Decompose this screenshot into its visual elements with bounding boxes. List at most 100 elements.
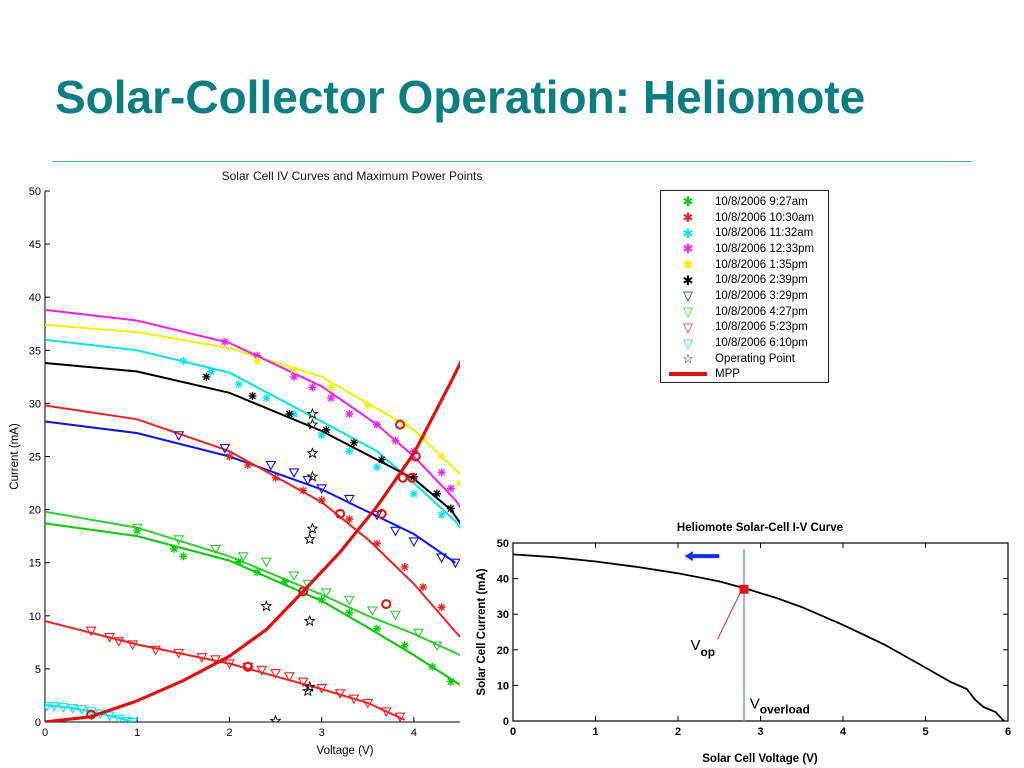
- x-tick-label: 4: [411, 727, 417, 739]
- data-point: [306, 522, 319, 534]
- data-point: [400, 562, 409, 571]
- data-point: [366, 606, 378, 617]
- legend-marker: ✱: [682, 194, 694, 210]
- data-point: [419, 583, 428, 592]
- legend-marker: ▽: [683, 304, 693, 320]
- data-point: [343, 494, 355, 505]
- y-tick-label: 40: [497, 574, 509, 586]
- x-tick-label: 3: [757, 726, 763, 738]
- data-point: [317, 595, 326, 604]
- x-tick-label: 1: [592, 726, 598, 738]
- data-point: [288, 468, 300, 479]
- data-point: [67, 704, 79, 714]
- data-point: [265, 460, 277, 471]
- data-point: [58, 703, 69, 713]
- data-point: [243, 460, 252, 469]
- data-point: [260, 557, 272, 568]
- vop-sub-text: op: [700, 645, 715, 659]
- y-tick-label: 25: [29, 452, 41, 464]
- data-point: [322, 425, 331, 434]
- x-tick-label: 2: [226, 727, 232, 739]
- y-tick-label: 20: [497, 645, 509, 657]
- y-tick-label: 0: [35, 717, 41, 729]
- legend-label: MPP: [715, 368, 740, 381]
- data-point: [127, 717, 139, 722]
- mpp-point: [397, 472, 408, 483]
- iv-curve-line: [512, 553, 1005, 722]
- legend-label: 10/8/2006 4:27pm: [715, 305, 808, 318]
- data-point: [219, 443, 231, 454]
- data-point: [446, 677, 455, 686]
- data-point: [373, 463, 381, 472]
- legend-entry: ✱ 10/8/2006 12:33pm: [661, 241, 828, 257]
- legend-entry: ▽ 10/8/2006 6:10pm: [661, 335, 828, 351]
- data-point: [196, 653, 208, 663]
- chart-title: Solar Cell IV Curves and Maximum Power P…: [222, 169, 483, 183]
- data-point: [290, 365, 298, 374]
- data-point: [371, 510, 383, 521]
- operating-point-marker: [739, 584, 749, 594]
- data-point: [269, 714, 282, 722]
- data-point: [150, 645, 162, 656]
- data-point: [345, 608, 354, 617]
- legend-label: 10/8/2006 11:32am: [715, 227, 814, 240]
- mpp-curve: [45, 360, 460, 722]
- legend-entry: ▽ 10/8/2006 4:27pm: [661, 304, 828, 320]
- legend-label: 10/8/2006 12:33pm: [715, 242, 815, 255]
- data-point: [437, 468, 446, 477]
- y-tick-label: 5: [35, 664, 41, 676]
- data-point: [290, 410, 298, 419]
- data-point: [436, 553, 447, 564]
- mpp-point: [86, 709, 97, 720]
- data-point: [253, 356, 262, 365]
- fit-curve: [45, 323, 460, 476]
- data-point: [104, 632, 115, 643]
- mpp-point: [407, 472, 418, 483]
- data-point: [391, 436, 400, 445]
- fit-curve: [45, 420, 456, 564]
- vop-main-text: V: [690, 637, 700, 654]
- fit-curve: [45, 362, 460, 525]
- data-point: [349, 438, 358, 447]
- data-point: [456, 479, 460, 488]
- data-point: [253, 568, 262, 577]
- legend-label: 10/8/2006 10:30am: [715, 211, 815, 224]
- heliomote-iv-chart: Heliomote Solar-Cell I-V Curve0102030405…: [462, 514, 1024, 768]
- iv-curves-chart: Solar Cell IV Curves and Maximum Power P…: [9, 169, 483, 757]
- data-point: [345, 410, 354, 419]
- legend-entry: ✱ 10/8/2006 9:27am: [661, 194, 828, 210]
- data-point: [271, 473, 280, 482]
- data-point: [373, 539, 381, 548]
- data-point: [234, 380, 243, 389]
- data-point: [76, 705, 88, 715]
- y-tick-label: 45: [29, 239, 41, 251]
- y-tick-label: 15: [29, 558, 41, 570]
- chart-legend: ✱ 10/8/2006 9:27am ✱ 10/8/2006 10:30am ✱ 10/8…: [660, 190, 829, 383]
- data-point: [334, 689, 346, 699]
- legend-marker: ▽: [683, 335, 693, 351]
- data-point: [234, 557, 243, 566]
- inset-background: [462, 514, 1024, 768]
- data-point: [260, 599, 273, 612]
- legend-label: 10/8/2006 5:23pm: [715, 321, 808, 334]
- data-point: [431, 641, 443, 652]
- data-point: [373, 420, 381, 429]
- data-point: [297, 677, 309, 688]
- data-point: [45, 702, 53, 712]
- data-point: [299, 486, 308, 495]
- legend-entry: ▽ 10/8/2006 3:29pm: [661, 288, 828, 304]
- data-point: [48, 702, 60, 712]
- data-point: [437, 603, 446, 612]
- data-point: [316, 484, 328, 494]
- y-axis-label: Current (mA): [9, 423, 21, 490]
- legend-entry: MPP: [661, 367, 828, 383]
- fit-curve: [45, 308, 460, 509]
- slide-title: Solar-Collector Operation: Heliomote: [55, 71, 866, 123]
- fit-curve: [45, 522, 460, 686]
- data-point: [408, 537, 420, 548]
- data-point: [280, 577, 289, 586]
- data-point: [409, 472, 418, 481]
- inset-title: Heliomote Solar-Cell I-V Curve: [677, 522, 843, 534]
- data-point: [173, 648, 185, 659]
- inset-y-axis-label: Solar Cell Current (mA): [476, 568, 488, 695]
